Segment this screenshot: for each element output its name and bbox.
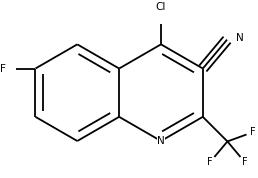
Text: N: N	[236, 33, 244, 43]
Text: F: F	[207, 157, 213, 167]
Text: F: F	[242, 157, 248, 167]
Text: F: F	[250, 127, 256, 137]
Text: F: F	[0, 64, 6, 74]
Text: N: N	[157, 136, 165, 146]
Text: Cl: Cl	[156, 2, 166, 12]
